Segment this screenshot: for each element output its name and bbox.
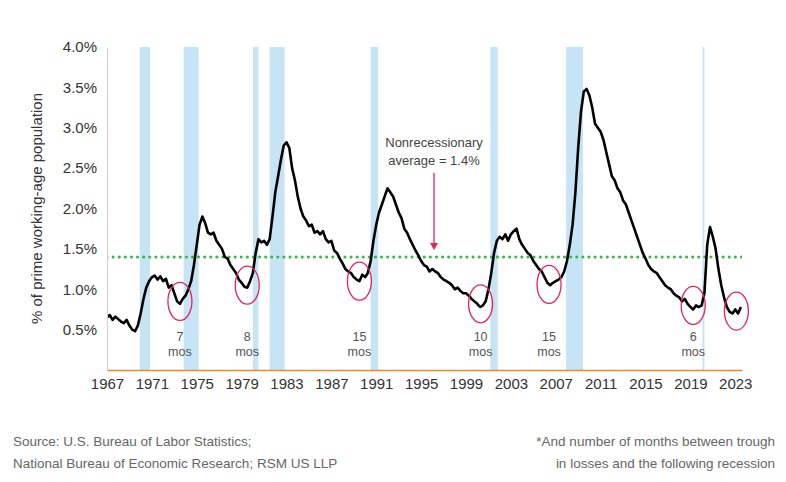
y-tick-label: 3.0% (63, 119, 97, 136)
x-tick-label: 1991 (360, 375, 393, 392)
trough-circle (347, 262, 371, 300)
trough-circle (724, 292, 748, 330)
trough-unit: mos (681, 345, 705, 359)
annotation-arrowhead (430, 243, 438, 250)
x-tick: 2019 (674, 370, 707, 392)
annotation-arrow (433, 173, 434, 244)
trough-circle (168, 282, 192, 320)
x-tick-label: 1987 (315, 375, 348, 392)
x-tick-label: 2023 (719, 375, 752, 392)
trough-circle (537, 265, 561, 303)
x-tick: 2015 (629, 370, 662, 392)
trough-unit: mos (537, 345, 561, 359)
annotation-text: average = 1.4% (388, 153, 480, 168)
x-axis-line (108, 370, 743, 372)
recession-band (140, 47, 150, 370)
y-tick-label: 2.0% (63, 200, 97, 217)
trough-unit: mos (348, 345, 372, 359)
x-tick: 1995 (405, 370, 438, 392)
series-line (107, 89, 741, 331)
annotation-text: Nonrecessionary (385, 135, 483, 150)
trough-circle (235, 266, 259, 304)
y-tick-label: 1.0% (63, 281, 97, 298)
x-axis: 1967 1971 1975 1979 1983 1987 1991 1995 1999 2003… (91, 370, 753, 392)
y-axis: 0.5% 1.0% 1.5% 2.0% 2.5% 3.0% 3.5% 4.0% (63, 38, 108, 370)
x-tick-label: 1983 (270, 375, 303, 392)
x-tick-label: 1971 (136, 375, 169, 392)
trough-unit: mos (168, 345, 192, 359)
y-tick-label: 0.5% (63, 321, 97, 338)
y-axis-line (107, 48, 108, 371)
x-tick: 2011 (585, 370, 617, 392)
x-tick-label: 2003 (495, 375, 528, 392)
x-tick: 1971 (136, 370, 169, 392)
y-tick: 4.0% (63, 38, 107, 55)
x-tick-label: 1979 (225, 375, 258, 392)
trough-circle (681, 286, 705, 324)
x-tick-label: 2015 (629, 375, 662, 392)
x-tick: 1979 (225, 370, 258, 392)
x-tick: 1991 (360, 370, 393, 392)
chart-svg: 0.5% 1.0% 1.5% 2.0% 2.5% 3.0% 3.5% 4.0% 1967 1971… (0, 0, 786, 482)
average-line (107, 255, 742, 258)
trough-months: 15 (542, 330, 556, 344)
plot-area: 0.5% 1.0% 1.5% 2.0% 2.5% 3.0% 3.5% 4.0% 1967 1971… (63, 38, 753, 391)
x-tick-label: 1999 (450, 375, 483, 392)
y-tick: 0.5% (63, 321, 107, 338)
x-tick-label: 1975 (181, 375, 214, 392)
recession-band (490, 47, 497, 370)
recession-band (184, 47, 199, 370)
chart-container: 0.5% 1.0% 1.5% 2.0% 2.5% 3.0% 3.5% 4.0% 1967 1971… (0, 0, 786, 482)
x-tick-label: 1995 (405, 375, 438, 392)
trough-unit: mos (469, 345, 493, 359)
trough-unit: mos (235, 345, 259, 359)
source-note: Source: U.S. Bureau of Labor Statistics; (13, 434, 252, 449)
trough-months: 6 (690, 330, 697, 344)
y-tick: 3.5% (63, 79, 107, 96)
x-tick: 1987 (315, 370, 348, 392)
trough-months: 7 (176, 330, 183, 344)
y-tick: 1.5% (63, 240, 107, 257)
trough-circle (469, 285, 493, 323)
footnote: in losses and the following recession (556, 456, 775, 471)
y-tick: 2.5% (63, 159, 107, 176)
recession-band (371, 47, 379, 370)
footnote: *And number of months between trough (536, 434, 775, 449)
trough-months: 10 (474, 330, 488, 344)
marks (107, 47, 742, 370)
x-tick: 2007 (540, 370, 573, 392)
x-tick-label: 2007 (540, 375, 573, 392)
average-annotation: Nonrecessionary average = 1.4% (385, 135, 483, 250)
y-tick: 2.0% (63, 200, 107, 217)
x-tick: 1967 (91, 370, 124, 392)
recession-band (253, 47, 259, 370)
x-tick: 2003 (495, 370, 528, 392)
y-axis-title: % of prime working-age population (28, 93, 45, 324)
y-tick: 3.0% (63, 119, 107, 136)
recession-band (703, 47, 705, 370)
x-tick-label: 2011 (585, 375, 617, 392)
x-tick: 1983 (270, 370, 303, 392)
trough-months: 15 (352, 330, 366, 344)
recession-band (270, 47, 285, 370)
x-tick: 2023 (719, 370, 752, 392)
x-tick-label: 1967 (91, 375, 124, 392)
x-tick: 1975 (181, 370, 214, 392)
x-tick: 1999 (450, 370, 483, 392)
trough-months: 8 (244, 330, 251, 344)
y-tick-label: 3.5% (63, 79, 97, 96)
x-tick-label: 2019 (674, 375, 707, 392)
y-tick-label: 4.0% (63, 38, 97, 55)
y-tick-label: 1.5% (63, 240, 97, 257)
y-tick: 1.0% (63, 281, 107, 298)
source-note: National Bureau of Economic Research; RS… (13, 456, 337, 471)
troughs: 7mos8mos15mos10mos15mos6mos (168, 262, 748, 359)
y-tick-label: 2.5% (63, 159, 97, 176)
